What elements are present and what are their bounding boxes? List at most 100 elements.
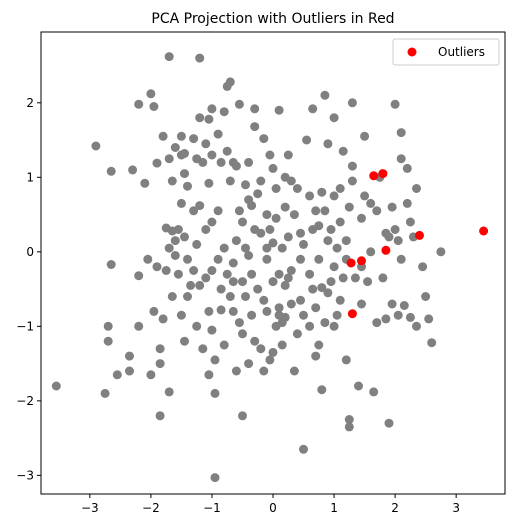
data-point-55 — [189, 266, 199, 275]
data-point-165 — [292, 329, 302, 339]
data-point-92 — [225, 176, 235, 186]
data-point-199 — [329, 113, 339, 123]
data-point-124 — [253, 284, 263, 294]
data-point-156 — [283, 232, 293, 242]
data-point-97 — [228, 277, 238, 287]
data-point-17 — [146, 89, 156, 99]
data-point-166 — [296, 228, 305, 238]
data-point-50 — [183, 181, 192, 191]
data-point-4 — [103, 336, 113, 346]
data-point-252 — [418, 262, 428, 272]
data-point-191 — [323, 236, 333, 246]
data-point-84 — [216, 284, 226, 294]
data-point-216 — [350, 273, 360, 283]
data-point-126 — [256, 344, 266, 354]
data-point-42 — [176, 131, 186, 141]
data-point-122 — [250, 122, 260, 132]
data-point-204 — [335, 295, 345, 305]
data-point-203 — [335, 217, 345, 227]
data-point-26 — [158, 131, 168, 141]
legend-box — [392, 38, 500, 66]
data-point-239 — [393, 236, 403, 246]
data-point-128 — [259, 134, 269, 144]
data-point-137 — [265, 355, 275, 365]
data-point-1 — [91, 141, 101, 151]
data-point-72 — [207, 266, 217, 275]
data-point-226 — [369, 387, 379, 397]
data-point-207 — [341, 236, 351, 246]
data-point-158 — [283, 273, 293, 283]
data-point-108 — [238, 411, 247, 421]
data-point-195 — [326, 277, 336, 287]
data-point-148 — [274, 303, 284, 313]
data-point-85 — [216, 305, 226, 315]
data-point-90 — [222, 146, 232, 156]
data-point-247 — [405, 217, 415, 227]
data-point-233 — [384, 232, 394, 242]
data-point-181 — [311, 351, 321, 361]
data-point-49 — [183, 254, 192, 264]
data-point-46 — [180, 169, 189, 179]
data-point-256 — [436, 247, 446, 257]
y-tick-label: −2 — [16, 394, 34, 408]
data-point-30 — [164, 387, 174, 397]
data-point-138 — [268, 163, 278, 173]
data-point-250 — [412, 321, 421, 331]
data-point-163 — [289, 210, 299, 220]
data-point-190 — [320, 90, 330, 100]
data-point-9 — [125, 366, 134, 376]
data-point-168 — [296, 295, 305, 305]
data-point-253 — [421, 292, 431, 301]
data-point-196 — [329, 191, 339, 201]
data-point-113 — [244, 157, 254, 167]
data-point-18 — [149, 306, 159, 316]
data-point-99 — [231, 236, 241, 246]
data-point-159 — [286, 299, 296, 309]
data-point-81 — [213, 254, 223, 264]
data-point-205 — [338, 273, 348, 283]
data-point-220 — [357, 299, 366, 309]
data-point-14 — [140, 178, 150, 188]
data-point-13 — [134, 99, 144, 109]
data-point-193 — [323, 139, 333, 149]
data-point-162 — [289, 366, 299, 376]
data-point-86 — [219, 243, 229, 253]
data-point-52 — [186, 280, 196, 290]
data-point-187 — [317, 385, 327, 395]
data-point-36 — [170, 236, 180, 246]
data-point-57 — [192, 321, 202, 331]
data-point-69 — [204, 370, 214, 380]
data-point-51 — [183, 292, 192, 301]
x-tick-label: −1 — [203, 501, 221, 515]
data-point-91 — [222, 269, 232, 279]
y-tick-label: 0 — [26, 245, 34, 259]
outlier-point-1 — [347, 309, 357, 319]
data-point-110 — [241, 292, 250, 301]
data-point-125 — [256, 228, 266, 238]
data-point-43 — [176, 310, 186, 320]
data-point-31 — [164, 154, 174, 164]
data-point-132 — [262, 254, 272, 264]
data-point-202 — [335, 184, 345, 193]
data-point-254 — [424, 314, 434, 324]
data-point-75 — [207, 104, 217, 114]
data-point-211 — [344, 422, 354, 432]
data-point-79 — [210, 473, 220, 483]
data-point-234 — [384, 418, 394, 428]
data-point-5 — [106, 166, 116, 176]
outlier-point-6 — [415, 230, 424, 240]
data-point-95 — [228, 258, 238, 268]
data-point-7 — [112, 370, 122, 380]
data-point-180 — [311, 303, 321, 313]
data-point-12 — [134, 321, 144, 331]
data-point-19 — [149, 102, 159, 111]
data-point-54 — [189, 134, 199, 144]
data-point-48 — [180, 149, 189, 158]
data-point-140 — [268, 238, 278, 248]
y-tick-label: 2 — [26, 96, 34, 110]
data-point-22 — [155, 344, 165, 354]
data-point-62 — [195, 53, 205, 63]
data-point-76 — [207, 325, 217, 335]
data-point-141 — [268, 347, 278, 357]
